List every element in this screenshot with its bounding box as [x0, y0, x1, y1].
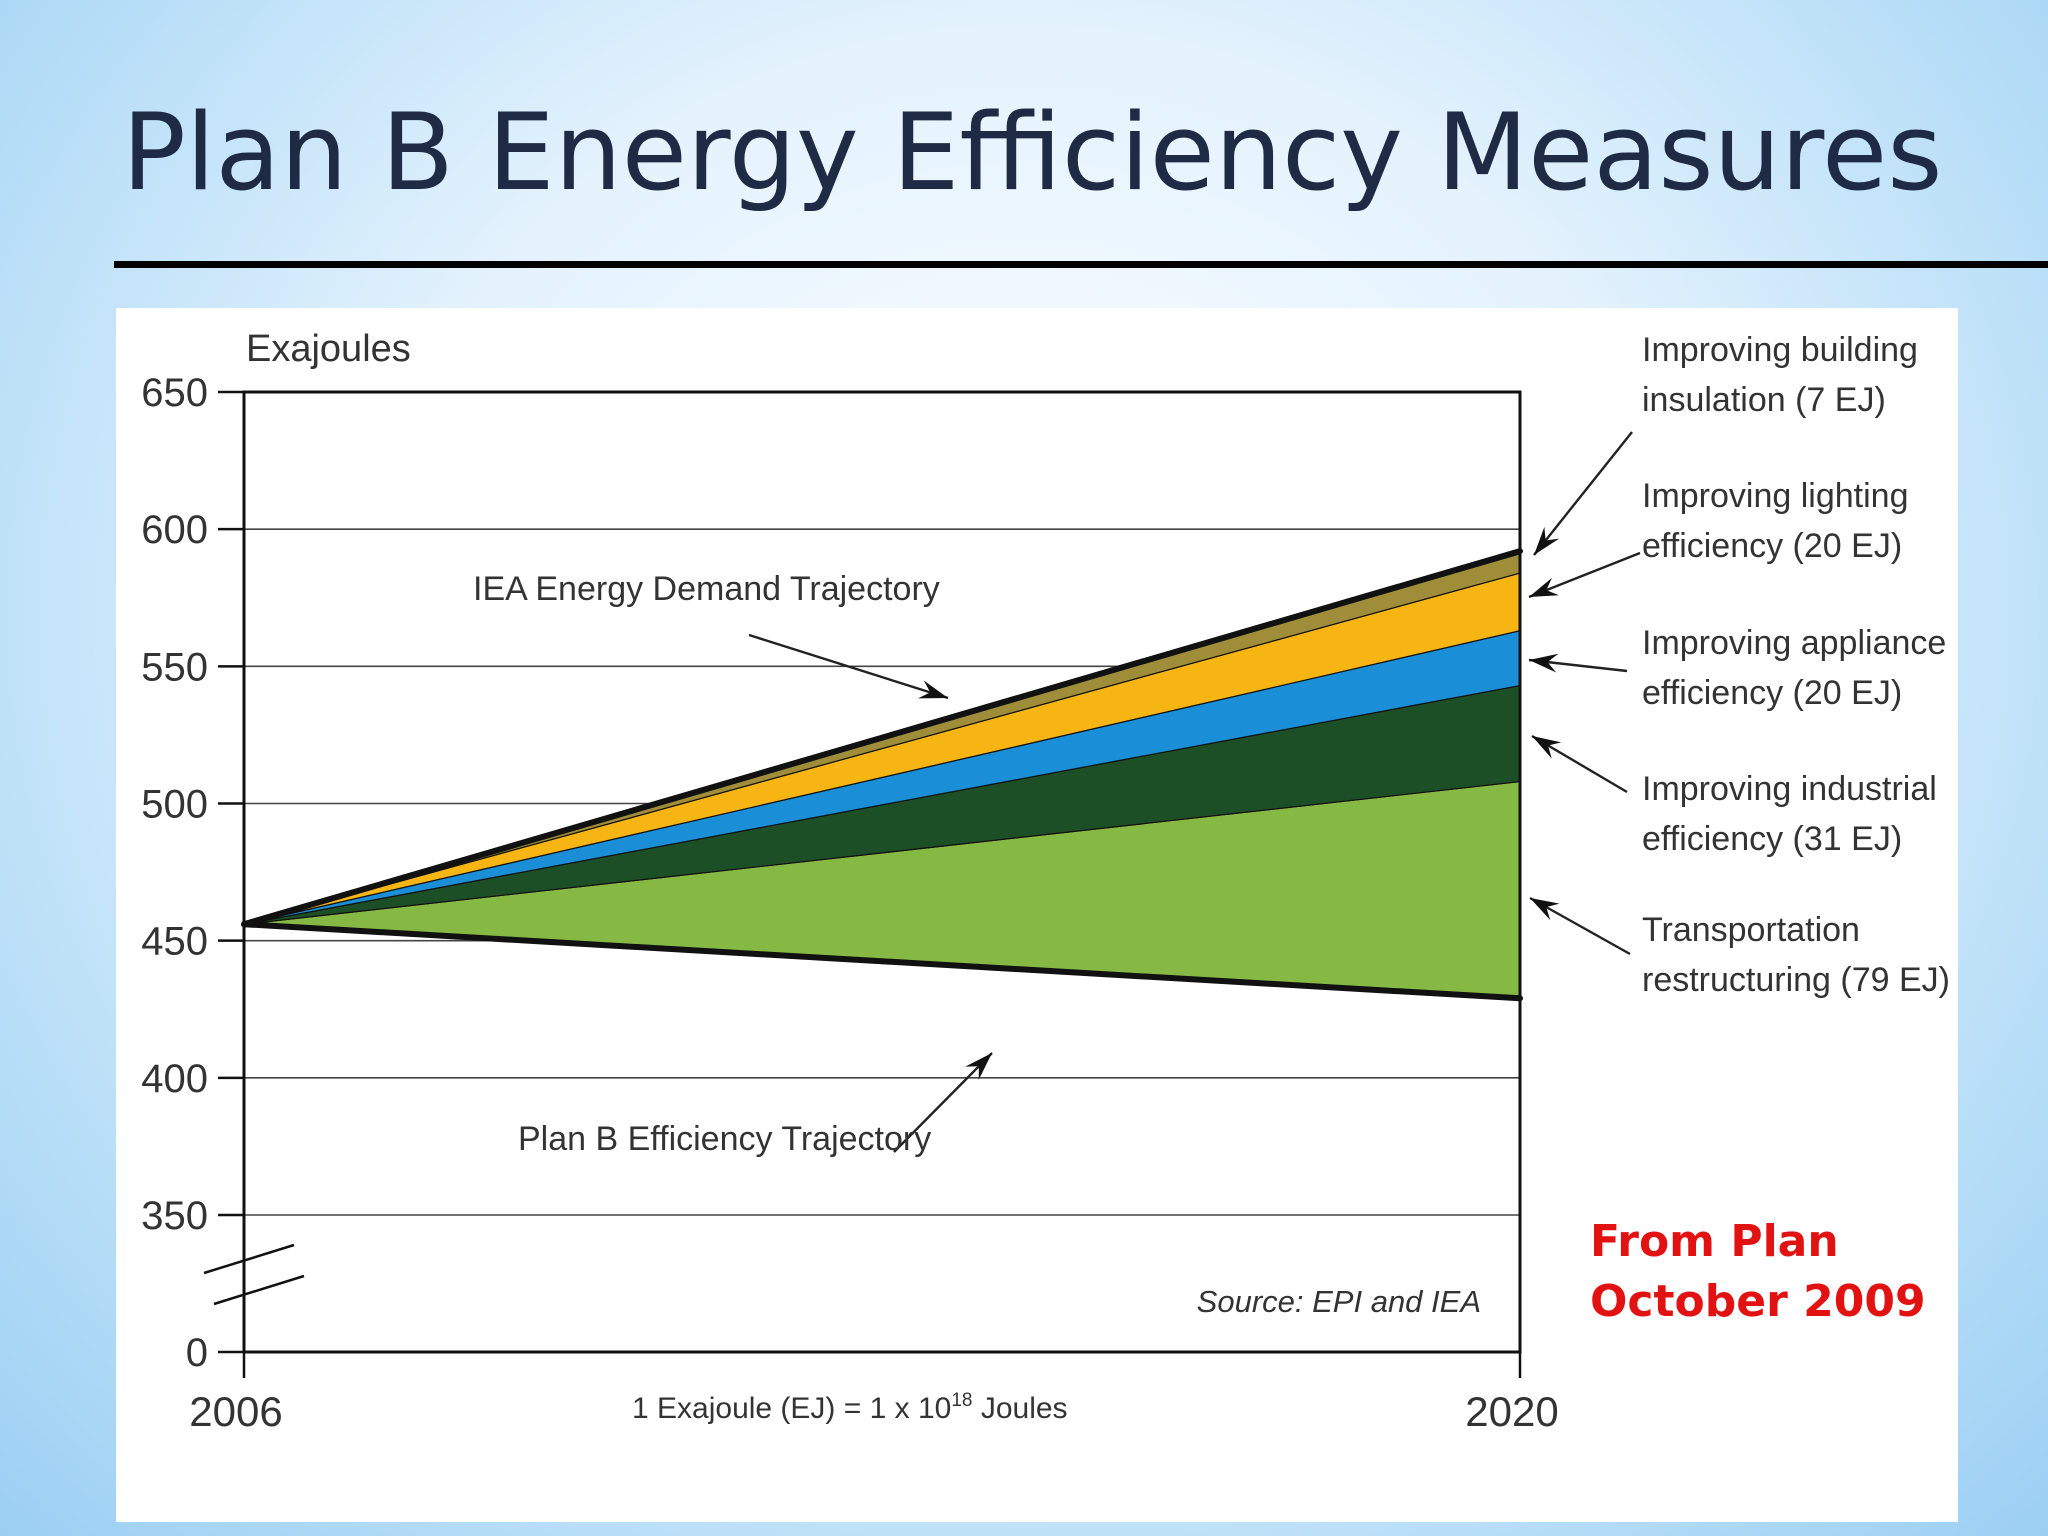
title-divider [114, 261, 2048, 268]
y-tick-label-550: 550 [141, 645, 208, 689]
y-tick-label-600: 600 [141, 508, 208, 552]
series-label-2-line2: efficiency (20 EJ) [1642, 674, 1902, 712]
unit-note: 1 Exajoule (EJ) = 1 x 1018 Joules [632, 1390, 1068, 1425]
axis-break-mark-2 [213, 1274, 305, 1306]
planb-trajectory-label: Plan B Efficiency Trajectory [518, 1120, 931, 1158]
y-tick-label-450: 450 [141, 920, 208, 964]
unit-note-suffix: Joules [972, 1392, 1067, 1425]
series-label-1-line1: Improving lighting [1642, 477, 1908, 515]
trajectory-lines [241, 548, 1523, 1002]
series-label-1-line2: efficiency (20 EJ) [1642, 527, 1902, 565]
source-note: Source: EPI and IEA [1197, 1284, 1481, 1319]
callout-arrows [748, 431, 1641, 1153]
y-tick-label-500: 500 [141, 783, 208, 827]
energy-chart: 0 350 400 450 500 550 600 650 2006 2020 Exajoule… [141, 328, 1950, 1435]
callout-arrow-1 [1528, 551, 1641, 599]
series-label-0-line2: insulation (7 EJ) [1642, 381, 1886, 419]
plot-frame-rect [242, 390, 1522, 1354]
series-label-4-line2: restructuring (79 EJ) [1642, 961, 1950, 999]
series-label-3-line2: efficiency (31 EJ) [1642, 820, 1902, 858]
slide-title: Plan B Energy Efficiency Measures [122, 91, 1943, 214]
callout-arrowhead-3 [1532, 736, 1562, 759]
y-tick-label-400: 400 [141, 1057, 208, 1101]
callout-arrow-0 [1533, 431, 1633, 556]
series-label-0-line1: Improving building [1642, 331, 1918, 369]
area-layers [243, 553, 1521, 999]
planb-trajectory-line [241, 921, 1523, 1002]
plot-frame [203, 390, 1522, 1354]
y-axis-label: Exajoules [246, 328, 411, 370]
x-tick-label-2006: 2006 [189, 1388, 282, 1435]
credit-note: From Plan October 2009 [1590, 1212, 1926, 1332]
callout-arrowhead-0 [1534, 526, 1560, 555]
y-axis-ticks: 0 350 400 450 500 550 600 650 [141, 371, 244, 1375]
callout-arrow-5 [748, 633, 949, 700]
axis-break-mark-1 [203, 1243, 295, 1275]
series-label-2-line1: Improving appliance [1642, 624, 1946, 662]
unit-note-prefix: 1 Exajoule (EJ) = 1 x 10 [632, 1392, 951, 1425]
iea-trajectory-line [241, 548, 1523, 928]
series-labels: Improving building insulation (7 EJ) Impro… [1642, 331, 1950, 999]
series-label-3-line1: Improving industrial [1642, 770, 1937, 808]
callout-arrowhead-2 [1529, 653, 1559, 673]
series-label-4-line1: Transportation [1642, 911, 1860, 949]
credit-line-1: From Plan [1590, 1216, 1839, 1267]
callout-arrowhead-5 [918, 680, 948, 699]
callout-arrow-4 [1529, 896, 1631, 956]
y-tick-label-0: 0 [186, 1331, 208, 1375]
iea-trajectory-label: IEA Energy Demand Trajectory [473, 570, 940, 608]
callout-arrow-6 [893, 1052, 993, 1153]
x-axis-ticks: 2006 2020 [189, 1352, 1559, 1435]
y-tick-label-350: 350 [141, 1194, 208, 1238]
callout-arrowhead-1 [1529, 577, 1559, 597]
callout-arrowhead-6 [965, 1053, 992, 1080]
callout-arrowhead-4 [1530, 898, 1560, 921]
x-tick-label-2020: 2020 [1465, 1388, 1558, 1435]
chart-panel: 0 350 400 450 500 550 600 650 2006 2020 Exajoule… [116, 308, 1958, 1522]
unit-note-exponent: 18 [951, 1390, 972, 1411]
credit-line-2: October 2009 [1590, 1276, 1926, 1327]
y-tick-label-650: 650 [141, 371, 208, 415]
